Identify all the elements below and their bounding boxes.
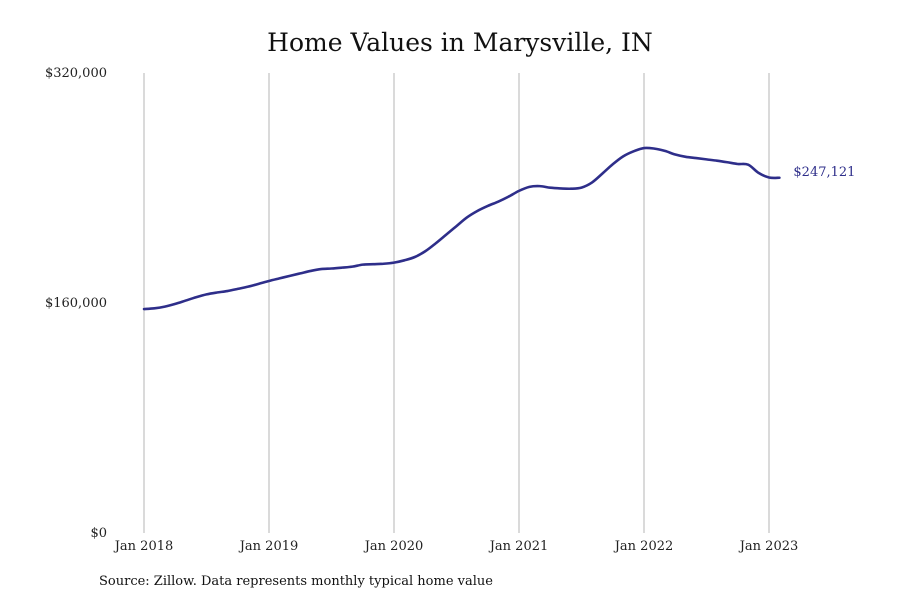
end-value-label: $247,121 xyxy=(793,165,855,180)
series-line-home-value xyxy=(142,146,781,311)
y-tick-label: $320,000 xyxy=(45,66,107,81)
x-tick-label: Jan 2022 xyxy=(613,539,674,554)
y-axis: $0 $160,000 $320,000 xyxy=(45,66,107,541)
x-axis: Jan 2018 Jan 2019 Jan 2020 Jan 2021 Jan 2022… xyxy=(113,539,799,554)
x-tick-label: Jan 2018 xyxy=(113,539,174,554)
x-tick-label: Jan 2021 xyxy=(488,539,549,554)
source-note: Source: Zillow. Data represents monthly … xyxy=(99,574,493,589)
x-tick-label: Jan 2019 xyxy=(238,539,299,554)
gridlines xyxy=(143,73,770,533)
x-tick-label: Jan 2023 xyxy=(738,539,799,554)
y-tick-label: $160,000 xyxy=(45,296,107,311)
chart-title: Home Values in Marysville, IN xyxy=(267,28,653,57)
y-tick-label: $0 xyxy=(90,526,107,541)
x-tick-label: Jan 2020 xyxy=(363,539,424,554)
